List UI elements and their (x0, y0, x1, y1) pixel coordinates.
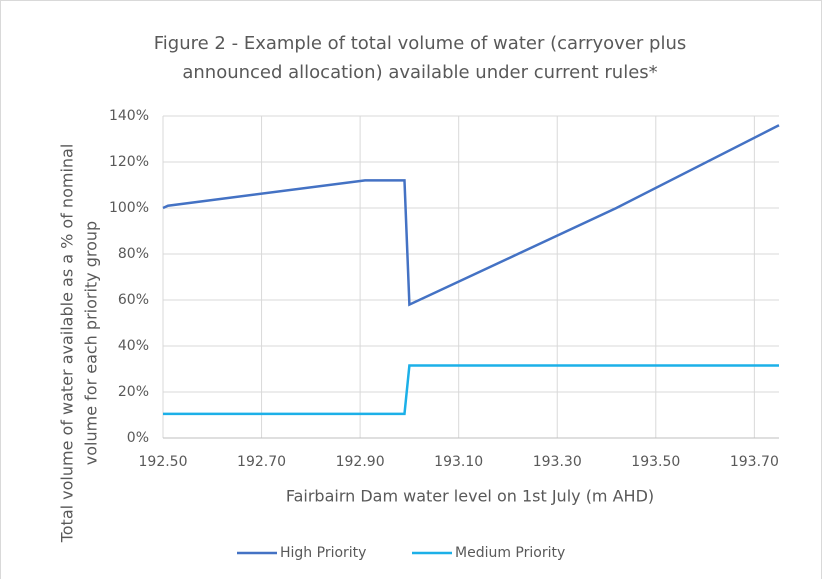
y-tick-label: 80% (118, 246, 149, 262)
x-tick-label: 193.10 (434, 454, 483, 470)
y-tick-label: 100% (109, 200, 149, 216)
legend-label: Medium Priority (455, 545, 565, 561)
chart-title: announced allocation) available under cu… (182, 62, 657, 83)
y-tick-label: 20% (118, 384, 149, 400)
series-line (162, 124, 780, 307)
x-tick-label: 192.50 (139, 454, 188, 470)
x-tick-label: 193.50 (631, 454, 680, 470)
y-tick-label: 120% (109, 154, 149, 170)
series-line (163, 364, 779, 416)
y-axis-label: Total volume of water available as a % o… (58, 144, 77, 544)
x-tick-label: 192.90 (336, 454, 385, 470)
y-axis-label: volume for each priority group (82, 221, 101, 465)
y-tick-label: 0% (127, 430, 149, 446)
x-tick-label: 193.30 (533, 454, 582, 470)
x-tick-label: 192.70 (237, 454, 286, 470)
chart-title: Figure 2 - Example of total volume of wa… (154, 33, 686, 54)
y-tick-label: 40% (118, 338, 149, 354)
x-axis-label: Fairbairn Dam water level on 1st July (m… (286, 487, 654, 506)
y-tick-label: 140% (109, 108, 149, 124)
x-tick-label: 193.70 (730, 454, 779, 470)
y-tick-label: 60% (118, 292, 149, 308)
legend-label: High Priority (280, 545, 366, 561)
